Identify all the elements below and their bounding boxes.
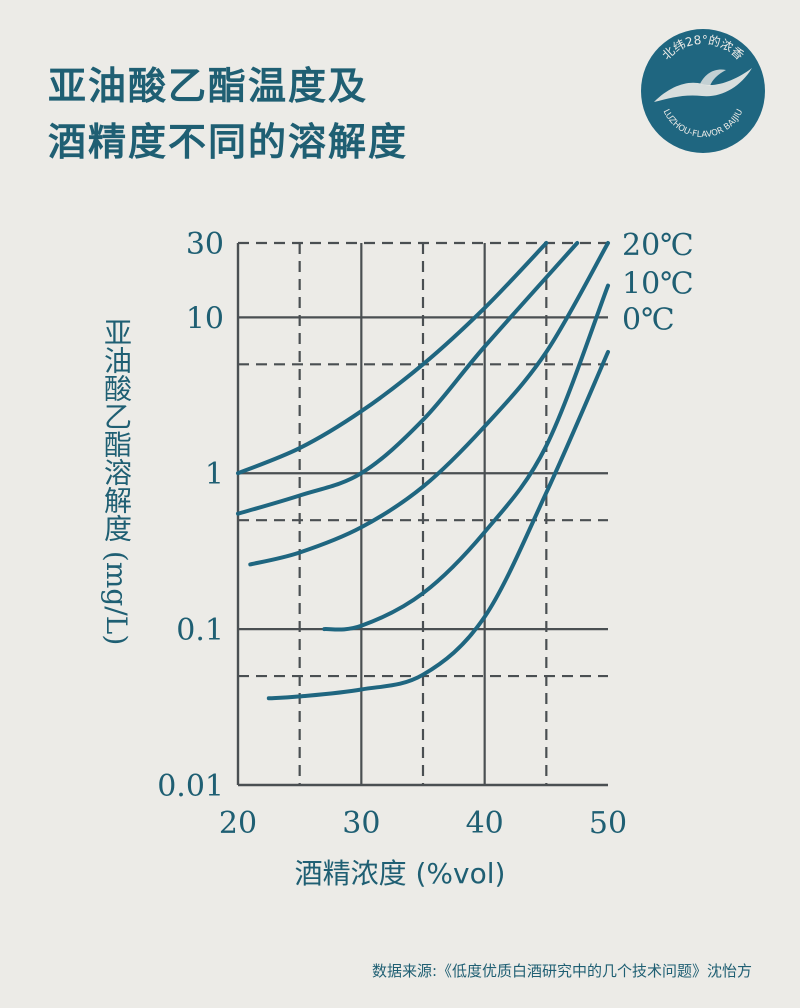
- y-tick-label: 30: [186, 227, 224, 262]
- title-line-1: 亚油酸乙酯温度及: [48, 64, 369, 108]
- x-tick-labels: 20 30 40 50: [219, 806, 627, 841]
- series-line-1: [236, 241, 549, 476]
- series-line-5: [266, 350, 610, 701]
- logo-wave-icon: [654, 68, 752, 102]
- series-line-3: [248, 241, 610, 567]
- x-tick-label: 50: [589, 806, 627, 841]
- series-labels: 20℃10℃0℃: [622, 228, 694, 337]
- data-source: 数据来源:《低度优质白酒研究中的几个技术问题》沈怡方: [371, 962, 752, 980]
- page-title: 亚油酸乙酯温度及 酒精度不同的溶解度: [48, 58, 408, 170]
- grid-dashed: [238, 241, 608, 785]
- x-tick-label: 20: [219, 806, 257, 841]
- series-label: 10℃: [622, 266, 694, 301]
- y-tick-label: 0.1: [176, 613, 224, 648]
- y-tick-label: 10: [186, 301, 224, 336]
- grid-solid: [236, 243, 608, 787]
- series-line-4: [322, 283, 610, 632]
- y-tick-label: 0.01: [157, 769, 224, 804]
- x-axis-label: 酒精浓度 (%vol): [294, 857, 506, 890]
- x-tick-label: 30: [342, 806, 380, 841]
- logo-flame-icon: [700, 69, 726, 86]
- y-tick-labels: 0.01 0.1 1 10 30: [157, 227, 224, 804]
- series-lines: [236, 241, 610, 701]
- series-line-2: [236, 241, 580, 516]
- x-tick-label: 40: [466, 806, 504, 841]
- title-line-2: 酒精度不同的溶解度: [48, 120, 409, 164]
- series-label: 20℃: [622, 228, 694, 263]
- series-label: 0℃: [622, 302, 675, 337]
- brand-logo: 北纬28°的浓香 LUZHOU-FLAVOR BAIJIU: [641, 29, 765, 153]
- y-tick-label: 1: [205, 457, 224, 492]
- y-axis-label: 亚油酸乙酯溶解度 (mg/L): [100, 318, 133, 646]
